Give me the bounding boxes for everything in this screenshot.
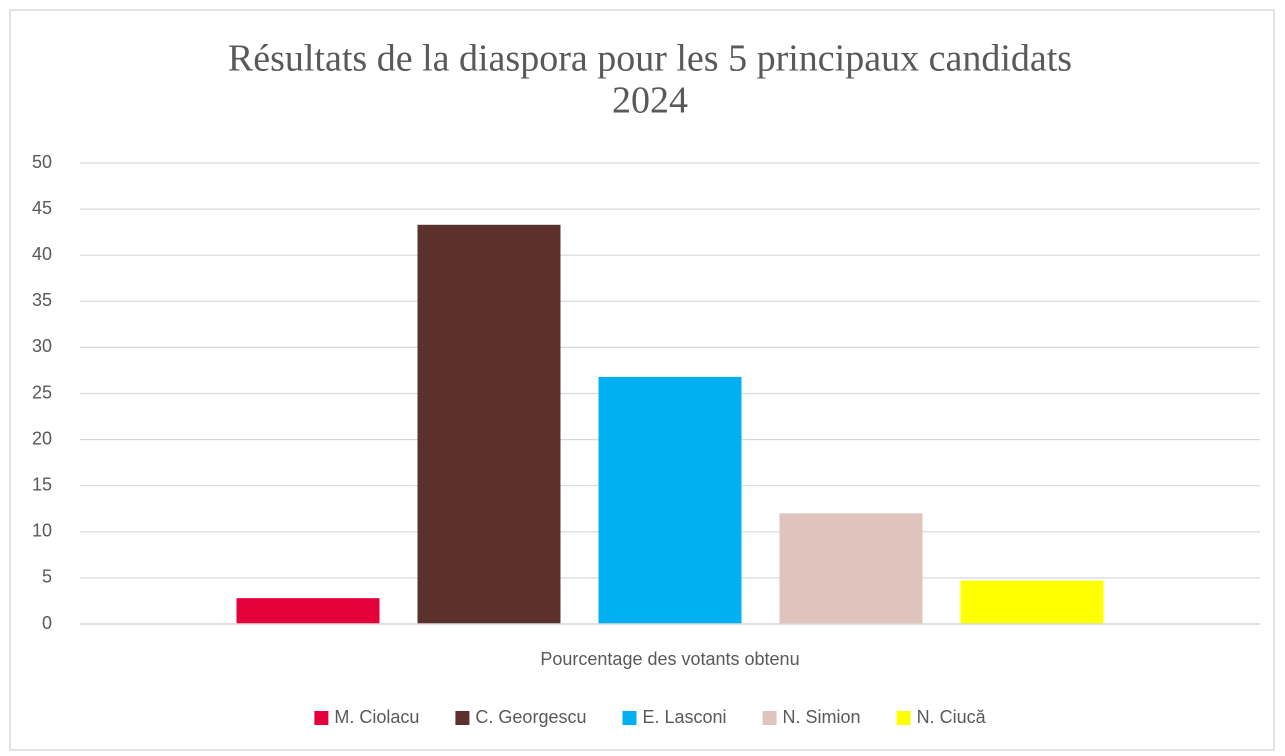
y-tick-label: 45 [32,198,52,218]
legend-label: E. Lasconi [642,707,726,727]
bar [960,580,1104,624]
chart-title: Résultats de la diaspora pour les 5 prin… [228,38,1072,80]
y-tick-label: 40 [32,244,52,264]
y-tick-label: 30 [32,336,52,356]
y-tick-label: 20 [32,428,52,448]
legend-swatch [762,711,777,725]
bar [779,513,923,624]
y-tick-label: 10 [32,521,52,541]
bar [598,376,742,624]
x-tick-label: Pourcentage des votants obtenu [540,649,799,669]
legend-label: C. Georgescu [475,707,586,727]
legend-swatch [314,711,329,725]
legend-swatch [622,711,637,725]
legend-swatch [896,711,911,725]
bar [236,598,380,624]
y-tick-label: 35 [32,290,52,310]
y-tick-label: 0 [42,613,52,633]
y-tick-label: 15 [32,474,52,494]
legend-swatch [455,711,470,725]
legend: M. Ciolacu C. Georgescu E. Lasconi N. Simio… [314,707,987,727]
y-tick-label: 25 [32,382,52,402]
legend-label: N. Ciucă [917,707,987,727]
bar [417,224,561,625]
legend-label: M. Ciolacu [334,707,419,727]
legend-label: N. Simion [783,707,861,727]
y-tick-label: 50 [32,152,52,172]
y-tick-label: 5 [42,567,52,587]
chart-title: 2024 [612,80,688,122]
